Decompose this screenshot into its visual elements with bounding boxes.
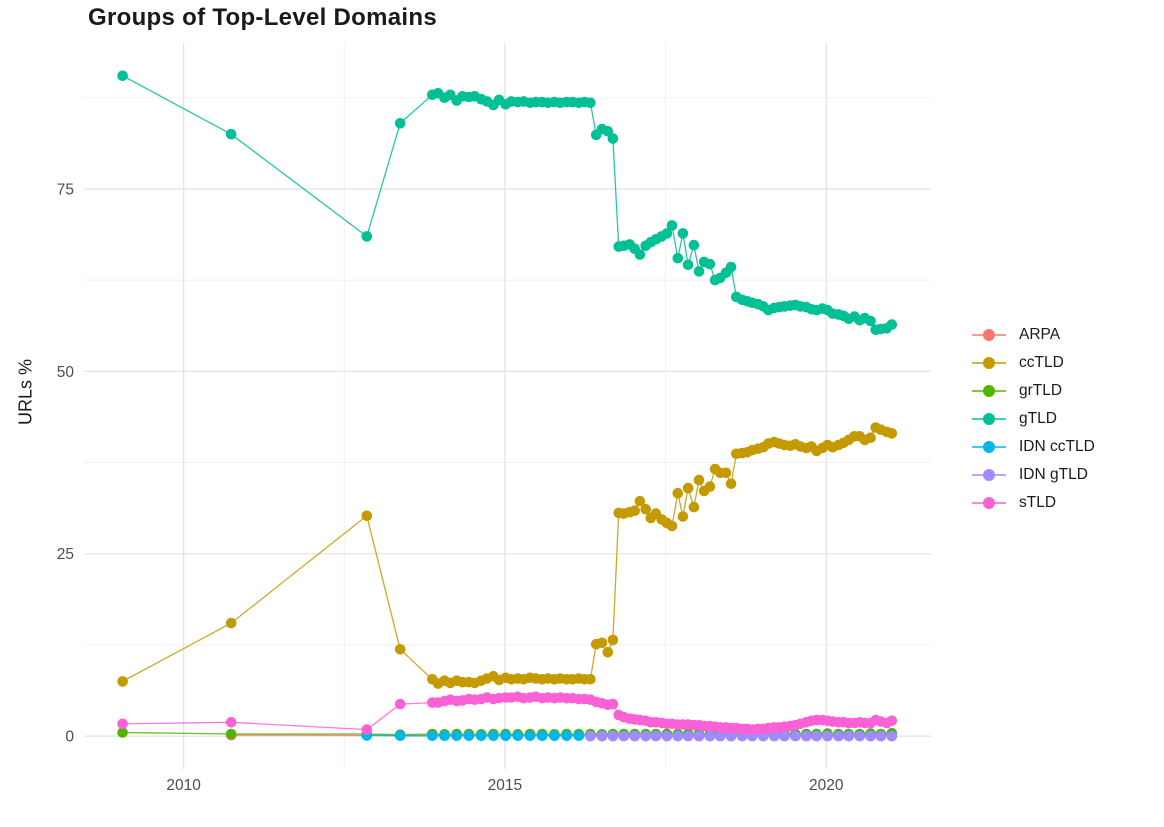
legend-label: IDN gTLD bbox=[1019, 466, 1088, 483]
legend: ARPA ccTLD grTLD gTLD IDN ccTLD IDN gTLD… bbox=[972, 321, 1095, 517]
dot-swatch bbox=[983, 413, 995, 425]
legend-item-arpa: ARPA bbox=[972, 321, 1095, 349]
legend-label: gTLD bbox=[1019, 410, 1057, 427]
legend-swatch-grtld bbox=[972, 385, 1006, 397]
tick-labels: 0 25 50 75 2010 2015 2020 bbox=[57, 181, 844, 794]
dot-swatch bbox=[983, 497, 995, 509]
series-sTLD bbox=[117, 691, 898, 735]
series-ccTLD bbox=[117, 422, 898, 689]
gridlines-major bbox=[84, 43, 931, 769]
chart-title: Groups of Top-Level Domains bbox=[88, 4, 438, 31]
dot-swatch bbox=[983, 385, 995, 397]
series-IDN-gTLD bbox=[585, 730, 898, 742]
dot-swatch bbox=[983, 469, 995, 481]
x-tick-label: 2010 bbox=[166, 777, 201, 794]
y-tick-label: 50 bbox=[57, 364, 75, 381]
legend-item-grtld: grTLD bbox=[972, 377, 1095, 405]
legend-swatch-gtld bbox=[972, 413, 1006, 425]
legend-label: ARPA bbox=[1019, 326, 1061, 343]
dot-swatch bbox=[983, 441, 995, 453]
legend-item-idn-cctld: IDN ccTLD bbox=[972, 433, 1095, 461]
legend-swatch-stld bbox=[972, 497, 1006, 509]
legend-swatch-idn-cctld bbox=[972, 441, 1006, 453]
y-tick-label: 75 bbox=[57, 181, 74, 198]
legend-item-stld: sTLD bbox=[972, 489, 1095, 517]
y-tick-label: 0 bbox=[65, 729, 74, 746]
legend-swatch-idn-gtld bbox=[972, 469, 1006, 481]
legend-label: IDN ccTLD bbox=[1019, 438, 1095, 455]
series-gTLD bbox=[117, 70, 898, 336]
legend-swatch-cctld bbox=[972, 357, 1006, 369]
legend-label: grTLD bbox=[1019, 382, 1063, 399]
legend-label: sTLD bbox=[1019, 494, 1057, 511]
gridlines-minor bbox=[84, 43, 931, 769]
legend-label: ccTLD bbox=[1019, 354, 1064, 371]
dot-swatch bbox=[983, 357, 995, 369]
y-tick-label: 25 bbox=[57, 546, 74, 563]
x-tick-label: 2015 bbox=[488, 777, 522, 794]
legend-item-gtld: gTLD bbox=[972, 405, 1095, 433]
legend-item-cctld: ccTLD bbox=[972, 349, 1095, 377]
dot-swatch bbox=[983, 329, 995, 341]
x-tick-label: 2020 bbox=[809, 777, 844, 794]
legend-item-idn-gtld: IDN gTLD bbox=[972, 461, 1095, 489]
legend-swatch-arpa bbox=[972, 329, 1006, 341]
